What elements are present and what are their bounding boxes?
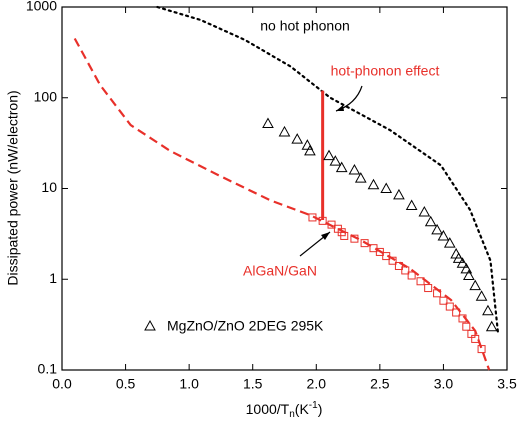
triangle-marker xyxy=(329,155,342,166)
x-tick-label: 3.0 xyxy=(434,376,454,392)
triangle-marker xyxy=(450,247,462,259)
square-marker xyxy=(416,277,425,286)
x-label-part: 1000/T xyxy=(246,401,290,417)
x-tick-label: 0.0 xyxy=(52,376,72,392)
triangle-marker xyxy=(354,172,367,183)
annotation: hot-phonon effect xyxy=(331,63,440,79)
triangle-marker xyxy=(485,320,498,332)
square-marker xyxy=(308,213,317,222)
annotation: no hot phonon xyxy=(260,18,350,34)
square-marker xyxy=(433,289,442,298)
triangle-marker xyxy=(278,125,291,137)
square-marker xyxy=(458,314,467,323)
triangle-marker xyxy=(144,319,156,331)
triangle-marker xyxy=(304,144,316,156)
square-marker xyxy=(424,284,433,293)
y-axis-label: Dissipated power (nW/electron) xyxy=(5,90,21,285)
square-marker xyxy=(394,261,403,270)
legend-label: MgZnO/ZnO 2DEG 295K xyxy=(167,318,324,334)
triangle-marker xyxy=(291,133,304,144)
square-marker xyxy=(350,234,359,243)
triangle-marker xyxy=(469,279,482,291)
square-marker xyxy=(452,308,461,317)
x-tick-label: 2.5 xyxy=(370,376,390,392)
x-label-part: ) xyxy=(318,401,323,417)
square-marker xyxy=(375,247,384,256)
series-line xyxy=(73,37,491,371)
triangle-marker xyxy=(323,149,335,161)
triangle-marker xyxy=(475,290,488,301)
x-tick-label: 2.0 xyxy=(307,376,327,392)
square-marker xyxy=(471,334,480,343)
square-marker xyxy=(407,271,416,280)
arrowhead xyxy=(321,232,330,240)
triangle-marker xyxy=(348,163,361,175)
triangle-marker xyxy=(437,229,450,241)
triangle-marker xyxy=(405,199,418,210)
square-marker xyxy=(388,256,397,265)
annotation: AlGaN/GaN xyxy=(243,263,317,279)
square-marker xyxy=(327,220,336,229)
y-tick-label: 0.1 xyxy=(38,361,58,377)
square-marker xyxy=(382,252,391,261)
triangle-marker xyxy=(443,237,456,248)
y-tick-label: 1000 xyxy=(26,0,57,14)
triangle-marker xyxy=(424,215,437,227)
triangle-marker xyxy=(393,188,405,200)
triangle-marker xyxy=(335,161,348,173)
square-marker xyxy=(360,239,369,248)
square-marker xyxy=(445,302,454,311)
triangle-marker xyxy=(367,178,380,190)
square-marker xyxy=(318,216,327,225)
square-marker xyxy=(340,231,349,240)
square-marker xyxy=(439,296,448,305)
x-label-sub: n xyxy=(289,409,295,420)
triangle-marker xyxy=(460,262,473,274)
triangle-marker xyxy=(452,252,465,263)
plot-frame xyxy=(61,6,508,371)
y-tick-label: 1 xyxy=(49,270,57,286)
square-marker xyxy=(477,345,486,354)
series-line xyxy=(156,5,500,335)
square-marker xyxy=(462,322,471,331)
triangle-marker xyxy=(380,182,393,193)
y-tick-label: 100 xyxy=(34,88,58,104)
triangle-marker xyxy=(463,269,475,280)
triangle-marker xyxy=(431,223,443,235)
arrowhead xyxy=(336,105,344,111)
triangle-marker xyxy=(418,206,431,217)
x-axis-label: 1000/Tn(K-1) xyxy=(246,400,323,420)
triangle-marker xyxy=(301,139,314,150)
x-tick-label: 3.5 xyxy=(497,376,517,392)
x-label-part: (K xyxy=(295,401,310,417)
triangle-marker xyxy=(456,257,469,268)
triangle-marker xyxy=(262,117,274,129)
y-tick-label: 10 xyxy=(41,179,57,195)
x-tick-label: 0.5 xyxy=(116,376,136,392)
x-tick-label: 1.5 xyxy=(243,376,263,392)
x-tick-label: 1.0 xyxy=(179,376,199,392)
x-label-sup: -1 xyxy=(309,400,318,411)
square-marker xyxy=(401,266,410,275)
triangle-marker xyxy=(482,304,494,316)
